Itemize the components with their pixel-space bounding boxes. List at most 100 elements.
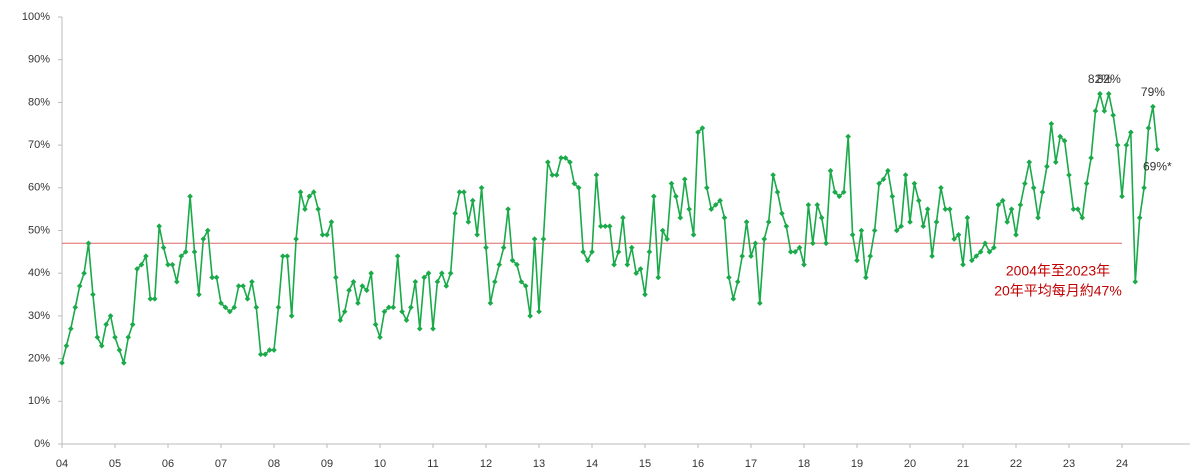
point-marker bbox=[540, 236, 547, 242]
point-marker bbox=[474, 231, 480, 238]
point-marker bbox=[938, 185, 944, 191]
point-marker bbox=[606, 223, 613, 230]
point-marker bbox=[434, 278, 441, 285]
y-tick-label: 10% bbox=[28, 395, 50, 407]
point-marker bbox=[1048, 120, 1055, 127]
x-tick-label: 14 bbox=[586, 458, 598, 470]
point-marker bbox=[1079, 214, 1086, 221]
point-marker bbox=[1105, 91, 1112, 97]
x-tick-label: 22 bbox=[1010, 458, 1022, 470]
point-marker bbox=[823, 240, 829, 247]
point-marker bbox=[151, 296, 158, 302]
point-marker bbox=[249, 278, 255, 285]
value-label: 69%* bbox=[1143, 160, 1172, 174]
point-marker bbox=[1052, 159, 1059, 165]
point-marker bbox=[1066, 172, 1072, 178]
point-marker bbox=[628, 244, 635, 251]
point-marker bbox=[1097, 91, 1103, 97]
point-marker bbox=[1026, 159, 1033, 165]
point-marker bbox=[222, 304, 229, 311]
point-marker bbox=[443, 283, 450, 289]
point-marker bbox=[90, 291, 96, 298]
point-marker bbox=[319, 231, 326, 238]
point-marker bbox=[902, 172, 909, 178]
point-marker bbox=[973, 253, 980, 259]
x-tick-label: 19 bbox=[851, 458, 863, 470]
point-marker bbox=[174, 278, 180, 285]
point-marker bbox=[986, 249, 993, 255]
point-marker bbox=[964, 214, 971, 221]
point-marker bbox=[297, 189, 304, 195]
average-label: 2004年至2023年 bbox=[1006, 263, 1110, 279]
point-marker bbox=[235, 283, 242, 289]
point-marker bbox=[814, 202, 821, 208]
point-marker bbox=[734, 278, 741, 285]
point-marker bbox=[787, 249, 794, 255]
point-marker bbox=[280, 253, 286, 259]
point-marker bbox=[796, 244, 803, 251]
point-marker bbox=[213, 274, 220, 281]
point-marker bbox=[518, 278, 525, 285]
point-marker bbox=[408, 304, 414, 311]
point-marker bbox=[969, 257, 975, 264]
point-marker bbox=[593, 172, 600, 178]
y-tick-label: 90% bbox=[28, 54, 50, 66]
point-marker bbox=[1075, 206, 1081, 212]
point-marker bbox=[770, 172, 776, 178]
x-tick-label: 07 bbox=[215, 458, 227, 470]
point-marker bbox=[642, 291, 648, 298]
x-tick-label: 20 bbox=[904, 458, 916, 470]
point-marker bbox=[469, 197, 476, 204]
point-marker bbox=[929, 253, 935, 259]
point-marker bbox=[1110, 112, 1116, 119]
point-marker bbox=[363, 287, 370, 294]
point-marker bbox=[708, 206, 715, 212]
point-marker bbox=[496, 261, 503, 268]
point-marker bbox=[315, 206, 321, 212]
point-marker bbox=[721, 214, 728, 221]
point-marker bbox=[1017, 202, 1024, 208]
point-marker bbox=[156, 223, 162, 230]
point-marker bbox=[951, 236, 957, 242]
point-marker bbox=[227, 308, 233, 315]
x-tick-label: 10 bbox=[374, 458, 386, 470]
point-marker bbox=[116, 347, 123, 353]
point-marker bbox=[677, 214, 684, 221]
point-marker bbox=[916, 197, 922, 204]
x-tick-label: 21 bbox=[957, 458, 969, 470]
point-marker bbox=[129, 321, 136, 328]
point-marker bbox=[545, 159, 551, 165]
point-marker bbox=[646, 249, 653, 255]
point-marker bbox=[293, 236, 299, 242]
point-marker bbox=[761, 236, 768, 242]
point-marker bbox=[584, 257, 591, 264]
point-marker bbox=[779, 210, 785, 217]
point-marker bbox=[1039, 189, 1046, 195]
point-marker bbox=[253, 304, 260, 311]
point-marker bbox=[324, 231, 330, 238]
x-tick-label: 08 bbox=[268, 458, 280, 470]
point-marker bbox=[218, 300, 224, 306]
point-marker bbox=[885, 167, 891, 174]
y-tick-label: 80% bbox=[28, 96, 50, 108]
point-marker bbox=[1128, 129, 1134, 136]
point-marker bbox=[209, 274, 215, 281]
point-marker bbox=[478, 185, 485, 191]
point-marker bbox=[500, 244, 507, 251]
point-marker bbox=[81, 270, 87, 276]
point-marker bbox=[765, 219, 772, 225]
x-tick-label: 18 bbox=[798, 458, 810, 470]
point-marker bbox=[522, 283, 529, 289]
point-marker bbox=[898, 223, 904, 230]
point-marker bbox=[575, 185, 582, 191]
point-marker bbox=[876, 180, 882, 187]
point-marker bbox=[204, 227, 211, 234]
point-marker bbox=[589, 249, 595, 255]
point-marker bbox=[602, 223, 609, 230]
point-marker bbox=[288, 313, 295, 319]
x-tick-label: 17 bbox=[745, 458, 757, 470]
point-marker bbox=[699, 125, 706, 131]
point-marker bbox=[350, 278, 357, 285]
point-marker bbox=[310, 189, 317, 195]
point-marker bbox=[757, 300, 763, 306]
